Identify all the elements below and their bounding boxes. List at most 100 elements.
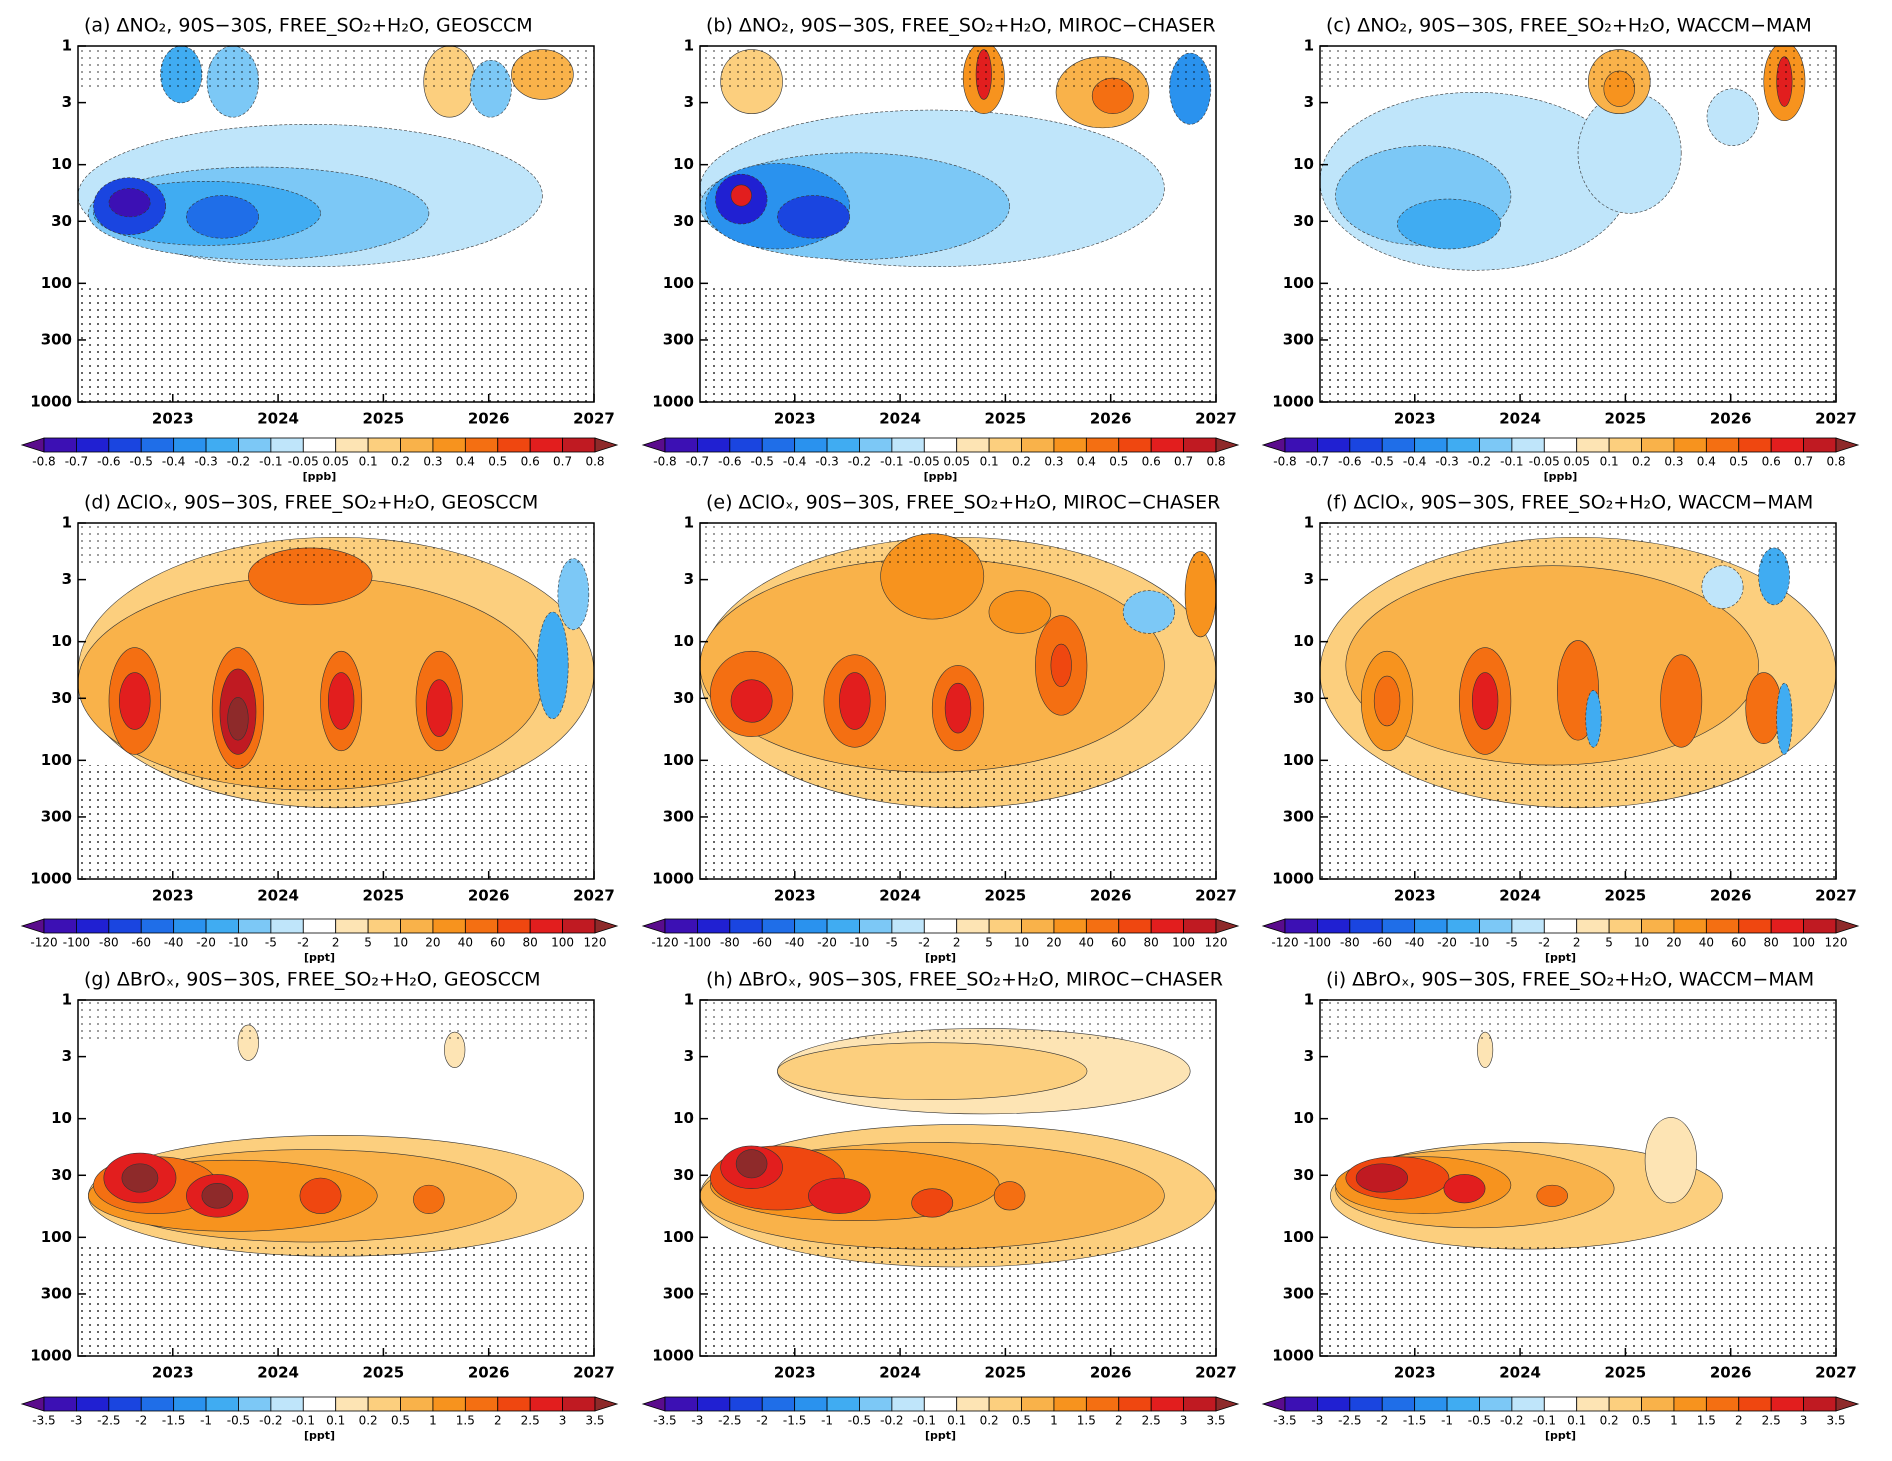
y-tick-label: 100 [41, 1228, 72, 1246]
contour-region [988, 590, 1052, 634]
colorbar-box [1349, 918, 1383, 934]
colorbar-label: -5 [886, 936, 898, 950]
y-tick-label: 1 [1304, 991, 1314, 1009]
y-tick-label: 100 [1283, 1228, 1314, 1246]
colorbar-unit: [ppb] [924, 470, 958, 483]
colorbar-extension [641, 918, 666, 934]
colorbar-box [1381, 437, 1416, 453]
y-tick-label: 100 [1283, 274, 1314, 292]
contour-region [1397, 198, 1501, 250]
colorbar-box [173, 918, 207, 934]
contour-region [911, 1188, 954, 1218]
colorbar-box [432, 1396, 466, 1412]
colorbar-label: 2.5 [1762, 1414, 1781, 1428]
colorbar-label: 10 [1014, 936, 1029, 950]
colorbar-label: 1.5 [1697, 1414, 1716, 1428]
contour-region [1745, 672, 1783, 745]
plot-frame [699, 999, 1217, 1357]
contour-region [1355, 1163, 1409, 1193]
stippling [700, 523, 1216, 566]
y-tick-label: 30 [51, 689, 72, 707]
colorbar-box [923, 437, 958, 453]
contour-region [1443, 1174, 1486, 1204]
contour-region [808, 1177, 871, 1214]
colorbar-box [794, 1396, 828, 1412]
colorbar-box [956, 437, 990, 453]
stippling [1320, 1000, 1836, 1043]
colorbar-label: -2 [1376, 1414, 1388, 1428]
contour-region [730, 679, 773, 723]
contour-region [227, 697, 249, 741]
y-tick-label: 300 [41, 1284, 72, 1302]
colorbar-box [761, 437, 796, 453]
contour-region [186, 195, 259, 239]
colorbar-box [1641, 918, 1675, 934]
y-tick-label: 100 [663, 1228, 694, 1246]
colorbar-box [1738, 918, 1772, 934]
y-tick-label: 300 [663, 807, 694, 825]
colorbar-box [367, 437, 401, 453]
colorbar-label: 0.05 [322, 455, 349, 469]
contour-region [426, 679, 453, 737]
colorbar-box [1641, 437, 1675, 453]
colorbar-box [1446, 1396, 1480, 1412]
colorbar-box [1673, 918, 1707, 934]
colorbar-box [1705, 437, 1740, 453]
colorbar-label: 5 [985, 936, 993, 950]
colorbar-box [1381, 1396, 1416, 1412]
colorbar-label: 80 [1144, 936, 1159, 950]
contour-region [735, 1149, 768, 1179]
colorbar-label: 60 [490, 936, 505, 950]
stippling [700, 765, 1216, 879]
y-tick-label: 1000 [30, 393, 72, 411]
y-tick-label: 10 [51, 1109, 72, 1127]
colorbar-label: 2 [1115, 1414, 1123, 1428]
colorbar-label: -1.5 [1403, 1414, 1426, 1428]
colorbar-box [826, 918, 860, 934]
colorbar-box [697, 918, 731, 934]
contour-region [557, 558, 590, 631]
y-tick-label: 30 [673, 212, 694, 230]
contour-region [1345, 565, 1759, 766]
y-tick-label: 10 [673, 632, 694, 650]
colorbar-label: 3.5 [585, 1414, 604, 1428]
colorbar-label: 2 [332, 936, 340, 950]
colorbar-box [1608, 918, 1642, 934]
colorbar-label: -60 [752, 936, 772, 950]
x-tick-label: 2026 [1710, 887, 1752, 905]
panel-title: (d) ΔClOₓ, 90S−30S, FREE_SO₂+H₂O, GEOSCC… [84, 492, 538, 514]
contour-region [777, 1042, 1088, 1100]
y-tick-label: 300 [1283, 1284, 1314, 1302]
colorbar-label: 0.1 [1600, 455, 1619, 469]
colorbar-label: 0.2 [1600, 1414, 1619, 1428]
colorbar-box [562, 437, 596, 453]
colorbar-label: -100 [1304, 936, 1331, 950]
x-tick-label: 2027 [1195, 410, 1237, 428]
colorbar-box [1479, 1396, 1513, 1412]
colorbar-label: -0.2 [1500, 1414, 1523, 1428]
colorbar-box [140, 1396, 175, 1412]
colorbar-box [826, 437, 860, 453]
colorbar-label: 0.1 [359, 455, 378, 469]
colorbar-box [1381, 918, 1416, 934]
panel-title: (b) ΔNO₂, 90S−30S, FREE_SO₂+H₂O, MIROC−C… [706, 15, 1216, 37]
colorbar-label: 0.4 [1077, 455, 1096, 469]
colorbar-box [173, 437, 207, 453]
colorbar-label: -80 [99, 936, 119, 950]
colorbar-label: -0.2 [259, 1414, 282, 1428]
colorbar-box [859, 918, 893, 934]
colorbar-label: -0.05 [288, 455, 319, 469]
y-tick-label: 300 [41, 330, 72, 348]
colorbar-label: 120 [584, 936, 607, 950]
contour-region [1660, 654, 1703, 748]
colorbar-box [1317, 1396, 1351, 1412]
colorbar-label: 2 [953, 936, 961, 950]
colorbar-box [562, 918, 596, 934]
colorbar-unit: [ppb] [303, 470, 337, 483]
x-tick-label: 2024 [879, 887, 921, 905]
colorbar-label: -0.4 [1403, 455, 1426, 469]
colorbar-box [1150, 1396, 1184, 1412]
colorbar-label: -10 [1470, 936, 1490, 950]
colorbar-label: -2.5 [1338, 1414, 1361, 1428]
y-tick-label: 1 [1304, 37, 1314, 55]
